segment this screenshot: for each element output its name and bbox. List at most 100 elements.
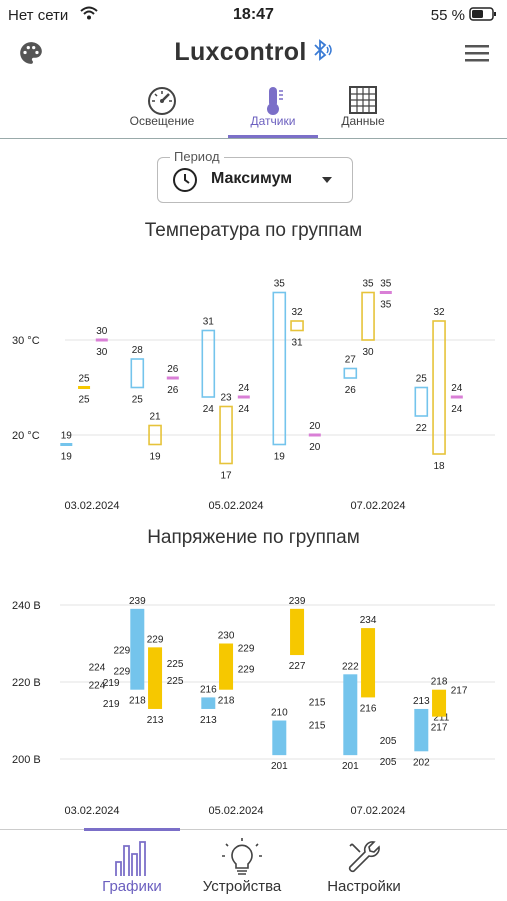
min-label: 201 (342, 761, 359, 772)
range-marker (450, 395, 463, 399)
min-label: 217 (431, 723, 448, 734)
range-bar (148, 647, 163, 709)
nav-settings[interactable]: Настройки (318, 830, 410, 901)
value-label: 205 (380, 736, 397, 747)
value-label: 225 (167, 676, 184, 687)
menu-icon[interactable] (465, 44, 489, 67)
y-tick-label: 200 В (12, 754, 41, 766)
max-label: 35 (274, 279, 286, 290)
y-tick-label: 20 °C (12, 430, 40, 442)
value-label: 229 (238, 643, 255, 654)
max-label: 25 (416, 374, 428, 385)
range-marker (166, 376, 179, 380)
range-marker (95, 338, 108, 342)
max-label: 216 (200, 684, 217, 695)
nav-charts[interactable]: Графики (84, 828, 180, 901)
max-label: 25 (78, 374, 90, 385)
min-label: 213 (147, 715, 164, 726)
range-bar (414, 708, 429, 752)
max-label: 31 (203, 317, 215, 328)
chart-icon (115, 841, 146, 876)
max-label: 234 (360, 615, 377, 626)
min-label: 19 (149, 452, 161, 463)
max-label: 20 (309, 421, 321, 432)
nav-devices-label: Устройства (202, 878, 282, 895)
max-label: 230 (218, 631, 235, 642)
min-label: 25 (132, 395, 144, 406)
max-label: 229 (147, 634, 164, 645)
value-label: 229 (238, 665, 255, 676)
min-label: 25 (78, 395, 90, 406)
x-tick-label: 07.02.2024 (350, 500, 405, 512)
range-marker (60, 443, 73, 446)
voltage-chart: 240 В 220 В 200 В 03.02.2024 05.02.2024 07.02… (12, 596, 495, 817)
table-icon (349, 86, 377, 114)
top-tabs: Освещение Датчики Данные (0, 80, 507, 139)
value-label: 229 (113, 666, 130, 677)
max-label: 27 (345, 355, 357, 366)
value-label: 205 (380, 757, 397, 768)
min-label: 227 (289, 661, 306, 672)
min-label: 201 (271, 761, 288, 772)
range-marker (308, 433, 321, 437)
value-label: 225 (167, 659, 184, 670)
period-select[interactable]: Период Максимум (157, 149, 353, 203)
max-label: 26 (167, 364, 179, 375)
battery-icon (469, 7, 497, 25)
range-bar (432, 689, 447, 717)
max-label: 28 (132, 345, 144, 356)
min-label: 26 (167, 385, 179, 396)
range-bar (201, 697, 216, 709)
tab-sensors[interactable]: Датчики (218, 80, 328, 138)
period-legend: Период (170, 149, 224, 164)
voltage-chart-title: Напряжение по группам (147, 527, 360, 548)
tab-data[interactable]: Данные (308, 80, 418, 136)
max-label: 239 (289, 596, 306, 607)
app-title: Luxcontrol (0, 38, 507, 69)
chevron-down-icon (322, 177, 332, 183)
tab-lighting[interactable]: Освещение (107, 80, 217, 136)
temperature-chart: 30 °C 20 °C 03.02.2024 05.02.2024 07.02.2024… (12, 279, 495, 512)
range-bar (219, 643, 234, 690)
max-label: 19 (61, 431, 73, 442)
wifi-icon (80, 6, 98, 24)
min-label: 24 (238, 404, 250, 415)
range-box (219, 405, 233, 465)
nav-charts-label: Графики (102, 878, 162, 895)
tab-lighting-label: Освещение (129, 114, 195, 128)
range-box (290, 320, 304, 332)
max-label: 210 (271, 708, 288, 719)
carrier-label: Нет сети (8, 7, 69, 24)
max-label: 21 (149, 412, 161, 423)
nav-settings-label: Настройки (327, 878, 401, 895)
nav-devices[interactable]: Устройства (190, 830, 294, 901)
period-value: Максимум (211, 170, 293, 187)
min-label: 20 (309, 442, 321, 453)
max-label: 35 (362, 279, 374, 290)
x-tick-label: 03.02.2024 (64, 805, 119, 817)
min-label: 17 (220, 471, 232, 482)
min-label: 19 (274, 452, 286, 463)
value-label: 219 (103, 699, 120, 710)
wrench-icon (348, 841, 380, 873)
tab-sensors-label: Датчики (250, 114, 296, 128)
y-tick-label: 240 В (12, 600, 41, 612)
max-label: 222 (342, 661, 359, 672)
min-label: 19 (61, 452, 73, 463)
range-bar (272, 720, 287, 756)
value-label: 217 (451, 686, 468, 697)
range-marker (237, 395, 250, 399)
battery-percent: 55 % (430, 7, 465, 24)
range-bar (290, 608, 305, 656)
max-label: 23 (220, 393, 232, 404)
palette-icon[interactable] (18, 40, 44, 71)
range-box (130, 358, 145, 389)
range-bar (130, 608, 145, 690)
max-label: 24 (451, 383, 463, 394)
min-label: 218 (129, 696, 146, 707)
max-label: 32 (291, 307, 303, 318)
range-box (343, 367, 358, 379)
range-bar (361, 628, 376, 698)
min-label: 24 (451, 404, 463, 415)
min-label: 18 (433, 461, 445, 472)
